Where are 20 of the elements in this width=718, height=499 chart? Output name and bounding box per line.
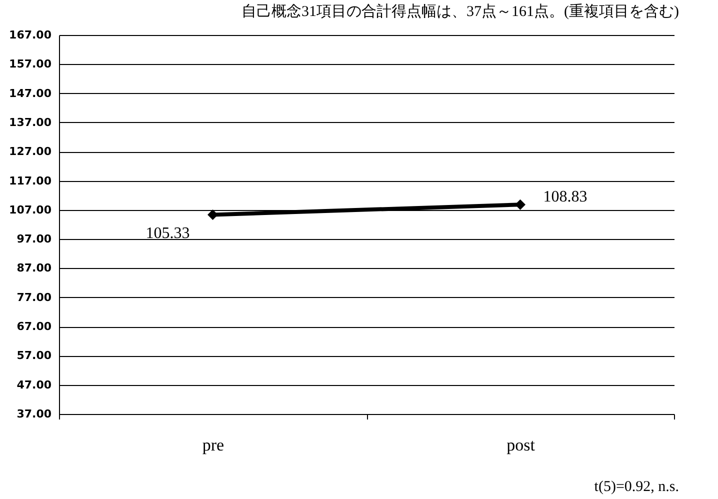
x-tick-label: pre [202,436,224,454]
y-tick-label: 87.00 [16,262,52,275]
y-tick-label: 157.00 [9,58,52,71]
y-tick-label: 97.00 [16,232,52,246]
y-tick-label: 37.00 [16,408,52,420]
data-label: 108.83 [543,188,588,206]
y-tick-label: 77.00 [16,290,52,304]
y-tick-label: 67.00 [16,320,52,334]
y-tick-label: 117.00 [9,174,52,188]
y-tick-label: 107.00 [9,203,52,216]
y-tick-label: 147.00 [9,86,52,100]
y-tick-label: 167.00 [9,28,52,42]
y-tick-label: 137.00 [9,116,52,129]
y-tick-label: 47.00 [16,378,52,392]
y-tick-label: 127.00 [9,145,52,158]
x-tick-label: post [506,436,536,454]
y-tick-label: 57.00 [16,349,52,362]
data-label: 105.33 [146,224,190,242]
chart-title: 自己概念31項目の合計得点幅は、37点～161点。(重複項目を含む) [242,3,679,20]
text: t(5)=0.92, n.s. [594,479,679,495]
